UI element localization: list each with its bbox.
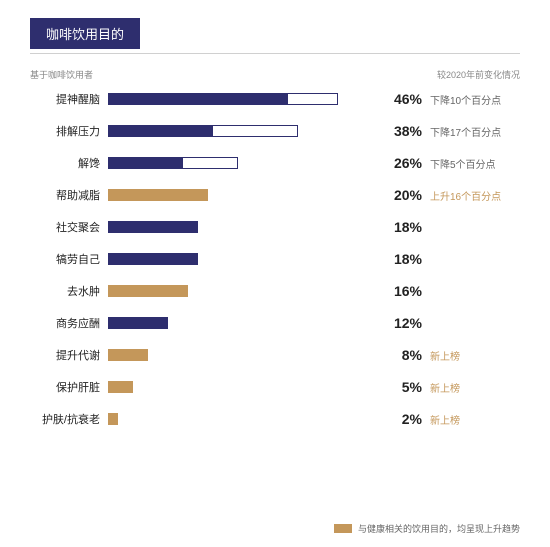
subhead-row: 基于咖啡饮用者 较2020年前变化情况: [30, 68, 520, 81]
bar: [108, 93, 338, 105]
percent-value: 2%: [382, 411, 422, 427]
subhead-left: 基于咖啡饮用者: [30, 68, 93, 81]
subhead-right: 较2020年前变化情况: [437, 68, 520, 81]
change-text: 下降10个百分点: [430, 92, 520, 107]
row-label: 解馋: [30, 155, 100, 171]
percent-value: 20%: [382, 187, 422, 203]
bar: [108, 189, 338, 201]
percent-value: 26%: [382, 155, 422, 171]
row-label: 帮助减脂: [30, 187, 100, 203]
percent-value: 8%: [382, 347, 422, 363]
percent-value: 5%: [382, 379, 422, 395]
change-text: 下降5个百分点: [430, 156, 520, 171]
bar: [108, 381, 338, 393]
row-label: 社交聚会: [30, 219, 100, 235]
legend: 与健康相关的饮用目的，均呈现上升趋势: [334, 522, 520, 535]
percent-value: 38%: [382, 123, 422, 139]
row-label: 去水肿: [30, 283, 100, 299]
percent-value: 18%: [382, 219, 422, 235]
percent-value: 46%: [382, 91, 422, 107]
bar: [108, 157, 338, 169]
row-label: 提神醒脑: [30, 91, 100, 107]
change-text: 上升16个百分点: [430, 188, 520, 203]
divider: [30, 53, 520, 54]
bar-chart: 提神醒脑 46% 下降10个百分点排解压力 38% 下降17个百分点解馋 26% 下降5个百…: [30, 91, 520, 427]
row-label: 护肤/抗衰老: [30, 411, 100, 427]
bar: [108, 125, 338, 137]
legend-swatch: [334, 524, 352, 533]
percent-value: 18%: [382, 251, 422, 267]
change-text: 下降17个百分点: [430, 124, 520, 139]
bar: [108, 317, 338, 329]
change-text: 新上榜: [430, 380, 520, 395]
bar: [108, 253, 338, 265]
bar: [108, 349, 338, 361]
change-text: 新上榜: [430, 412, 520, 427]
percent-value: 16%: [382, 283, 422, 299]
bar: [108, 413, 338, 425]
row-label: 提升代谢: [30, 347, 100, 363]
row-label: 犒劳自己: [30, 251, 100, 267]
section-title: 咖啡饮用目的: [30, 18, 140, 49]
change-text: 新上榜: [430, 348, 520, 363]
bar: [108, 285, 338, 297]
percent-value: 12%: [382, 315, 422, 331]
row-label: 保护肝脏: [30, 379, 100, 395]
legend-text: 与健康相关的饮用目的，均呈现上升趋势: [358, 522, 520, 535]
row-label: 商务应酬: [30, 315, 100, 331]
bar: [108, 221, 338, 233]
row-label: 排解压力: [30, 123, 100, 139]
